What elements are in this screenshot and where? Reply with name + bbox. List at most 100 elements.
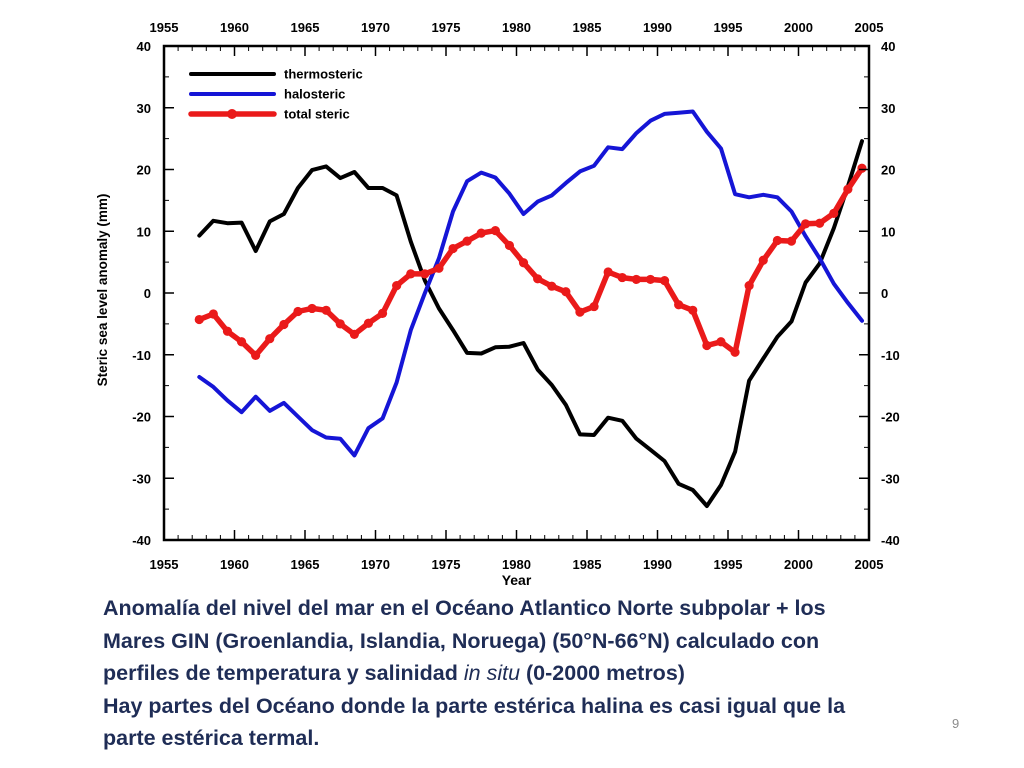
- plot-frame: [162, 44, 871, 542]
- x-tick-label-top-2000: 2000: [784, 20, 813, 35]
- x-tick-label-bottom-1970: 1970: [361, 557, 390, 572]
- x-tick-label-bottom-1960: 1960: [220, 557, 249, 572]
- total-steric-marker: [406, 269, 416, 279]
- y-axis-title: Steric sea level anomaly (mm): [95, 194, 110, 387]
- x-tick-label-bottom-1980: 1980: [502, 557, 531, 572]
- total-steric-marker: [504, 240, 515, 251]
- total-steric-marker: [829, 208, 839, 218]
- caption-in-situ: in situ: [463, 661, 521, 685]
- x-tick-label-bottom-1975: 1975: [432, 557, 461, 572]
- total-steric-marker: [815, 218, 825, 228]
- x-tick-label-top-2005: 2005: [855, 20, 884, 35]
- x-tick-label-top-1985: 1985: [573, 20, 602, 35]
- x-tick-label-top-1975: 1975: [432, 20, 461, 35]
- total-steric-marker: [843, 184, 853, 194]
- total-steric-marker: [335, 319, 345, 329]
- y-tick-label-left-30: 30: [137, 101, 151, 116]
- total-steric-marker: [307, 303, 317, 314]
- y-tick-label-left--40: -40: [132, 533, 151, 548]
- total-steric-marker: [236, 337, 247, 347]
- caption-line-1: Anomalía del nivel del mar en el Océano …: [103, 596, 826, 620]
- y-tick-label-left-20: 20: [137, 163, 151, 178]
- total-steric-marker: [575, 307, 585, 317]
- total-steric-marker: [547, 281, 557, 291]
- legend-label-total-steric: total steric: [284, 107, 350, 122]
- x-tick-label-top-1960: 1960: [220, 20, 249, 35]
- total-steric-marker: [688, 305, 698, 315]
- y-tick-label-right--20: -20: [881, 410, 900, 425]
- total-steric-marker: [420, 269, 430, 279]
- total-steric-marker: [518, 258, 529, 268]
- halosteric-line: [197, 109, 864, 458]
- y-tick-label-left-40: 40: [137, 39, 151, 54]
- thermosteric-line: [197, 139, 864, 508]
- total-steric-marker: [321, 305, 331, 315]
- total-steric-marker: [434, 263, 444, 273]
- total-steric-marker: [208, 309, 218, 319]
- total-steric-marker: [631, 274, 641, 285]
- total-steric-marker: [279, 319, 289, 330]
- legend-marker-total-steric: [227, 109, 237, 119]
- x-axis-title: Year: [502, 572, 532, 588]
- total-steric-marker: [716, 337, 726, 347]
- x-tick-label-top-1995: 1995: [714, 20, 743, 35]
- x-tick-label-bottom-1995: 1995: [714, 557, 743, 572]
- x-tick-label-bottom-1955: 1955: [150, 557, 179, 572]
- total-steric-marker: [659, 276, 670, 286]
- total-steric-marker: [363, 318, 374, 328]
- total-steric-marker: [533, 274, 543, 284]
- total-steric-marker: [674, 300, 684, 310]
- total-steric-marker: [349, 329, 359, 339]
- slide-caption: Anomalía del nivel del mar en el Océano …: [103, 592, 963, 755]
- y-tick-label-right-20: 20: [881, 163, 895, 178]
- total-steric-marker: [448, 243, 458, 254]
- y-tick-label-left-0: 0: [144, 286, 151, 301]
- caption-line-4: Hay partes del Océano donde la parte est…: [103, 693, 846, 718]
- total-steric-marker: [857, 163, 867, 173]
- total-steric-marker: [251, 350, 261, 360]
- total-steric-marker: [265, 334, 275, 344]
- caption-line-2: Mares GIN (Groenlandia, Islandia, Norueg…: [103, 628, 820, 653]
- y-tick-label-right-10: 10: [881, 224, 895, 239]
- total-steric-marker: [561, 287, 571, 297]
- x-tick-label-bottom-1990: 1990: [643, 557, 672, 572]
- x-tick-label-top-1965: 1965: [291, 20, 320, 35]
- total-steric-marker: [603, 267, 613, 277]
- steric-sea-level-chart: 1955 1955 1960 1960 1965 1965 1970 1970 1975 1975…: [95, 20, 900, 588]
- total-steric-marker: [702, 340, 712, 351]
- total-steric-marker: [786, 236, 797, 246]
- x-tick-label-bottom-2005: 2005: [855, 557, 884, 572]
- y-tick-label-right--40: -40: [881, 533, 900, 548]
- y-tick-label-right-30: 30: [881, 101, 895, 116]
- total-steric-marker: [462, 236, 472, 246]
- legend-label-thermosteric: thermosteric: [284, 67, 363, 82]
- y-tick-label-right-0: 0: [881, 286, 888, 301]
- total-steric-marker: [730, 347, 740, 357]
- x-tick-label-bottom-1965: 1965: [291, 557, 320, 572]
- caption-line-3-start: perfiles de temperatura y salinidad: [103, 661, 464, 685]
- total-steric-marker: [293, 306, 303, 317]
- y-tick-label-right--10: -10: [881, 348, 900, 363]
- x-tick-label-top-1980: 1980: [502, 20, 531, 35]
- y-tick-label-left--20: -20: [132, 410, 151, 425]
- total-steric-marker: [758, 255, 768, 265]
- total-steric-marker: [222, 326, 233, 336]
- total-steric-marker: [800, 219, 811, 229]
- x-tick-label-bottom-2000: 2000: [784, 557, 813, 572]
- caption-line-3: perfiles de temperatura y salinidad in s…: [103, 657, 963, 690]
- total-steric-marker: [392, 280, 402, 291]
- x-tick-label-top-1990: 1990: [643, 20, 672, 35]
- x-tick-label-bottom-1985: 1985: [573, 557, 602, 572]
- caption-line-3-end: (0-2000 metros): [520, 661, 685, 685]
- total-steric-marker: [476, 228, 486, 238]
- total-steric-marker: [194, 314, 204, 325]
- x-tick-label-top-1955: 1955: [150, 20, 179, 35]
- caption-line-5: parte estérica termal.: [103, 726, 320, 750]
- total-steric-marker: [645, 274, 656, 285]
- y-tick-label-left-10: 10: [137, 224, 151, 239]
- legend-label-halosteric: halosteric: [284, 87, 345, 102]
- total-steric-marker: [772, 235, 782, 246]
- total-steric-marker: [490, 226, 500, 236]
- total-steric-marker: [744, 280, 754, 291]
- y-tick-label-right--30: -30: [881, 471, 900, 486]
